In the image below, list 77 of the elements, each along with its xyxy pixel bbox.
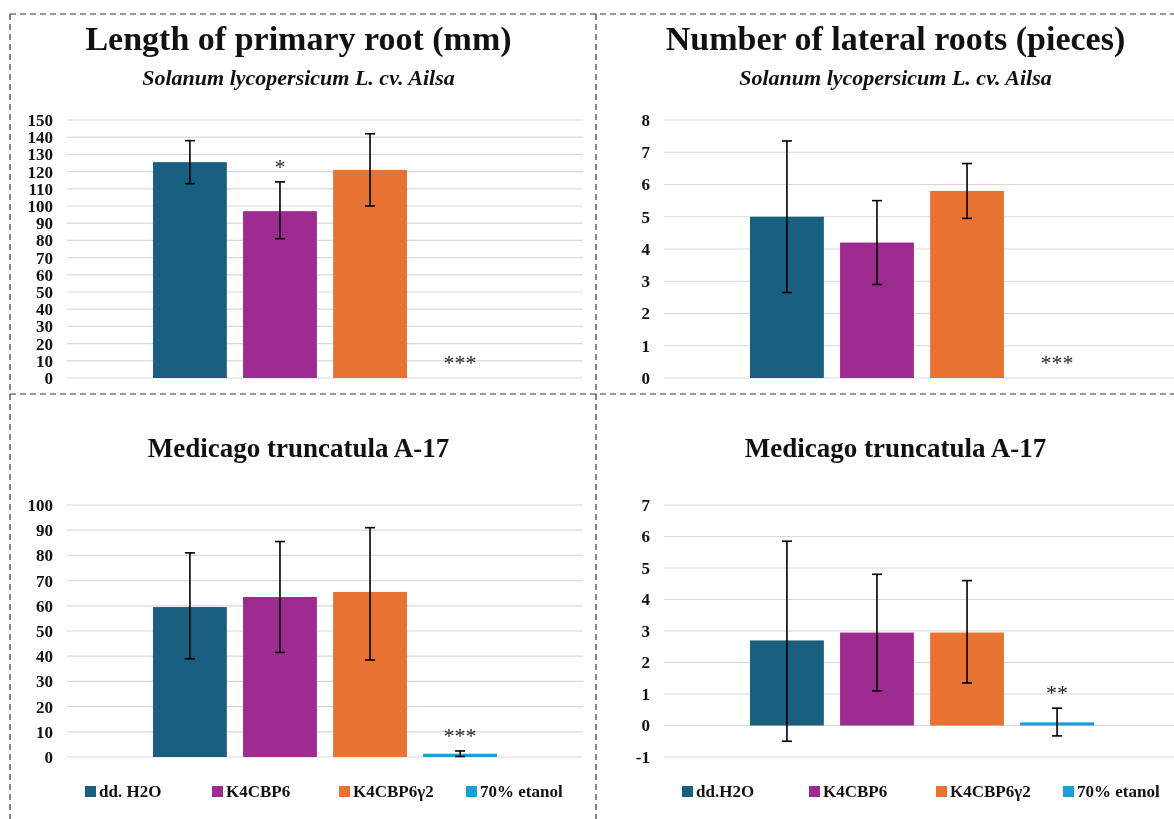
- bar: [840, 632, 914, 726]
- y-tick-label: 2: [641, 304, 650, 324]
- legend-label: 70% etanol: [480, 782, 563, 801]
- bar: [840, 242, 914, 378]
- bar: [930, 632, 1004, 726]
- bar: [153, 607, 227, 757]
- y-tick-label: 70: [36, 571, 53, 591]
- y-tick-label: 0: [641, 368, 650, 388]
- y-tick-label: 130: [27, 145, 53, 165]
- y-tick-label: 10: [36, 351, 53, 371]
- y-tick-label: 0: [641, 716, 650, 736]
- y-tick-label: 6: [641, 175, 650, 195]
- chart-subtitle: Solanum lycopersicum L. cv. Ailsa: [142, 65, 455, 90]
- y-tick-label: 2: [641, 653, 650, 673]
- y-tick-label: 150: [27, 110, 53, 130]
- y-tick-label: 60: [36, 265, 53, 285]
- y-tick-label: 80: [36, 231, 53, 251]
- y-tick-label: 1: [641, 336, 650, 356]
- y-tick-label: 0: [44, 747, 53, 767]
- legend-label: 70% etanol: [1077, 782, 1160, 801]
- annotation: ***: [443, 350, 477, 375]
- legend-label: K4CBP6: [823, 782, 888, 801]
- bar: [243, 596, 317, 757]
- y-tick-label: 4: [641, 590, 651, 610]
- y-tick-label: 40: [36, 647, 53, 667]
- bar: [750, 640, 824, 726]
- chart-title: Medicago truncatula A-17: [744, 433, 1047, 463]
- y-tick-label: 0: [44, 368, 53, 388]
- y-tick-label: 80: [36, 546, 53, 566]
- legend-label: K4CBP6γ2: [950, 782, 1031, 801]
- y-tick-label: 90: [36, 214, 53, 234]
- y-tick-label: 4: [641, 239, 651, 259]
- y-tick-label: 5: [641, 207, 650, 227]
- bar: [153, 162, 227, 378]
- legend-label: dd. H2O: [99, 782, 162, 801]
- y-tick-label: -1: [635, 747, 650, 767]
- y-tick-label: 3: [641, 621, 650, 641]
- y-tick-label: 90: [36, 521, 53, 541]
- annotation: ***: [443, 722, 477, 748]
- y-tick-label: 3: [641, 272, 650, 292]
- y-tick-label: 20: [36, 334, 53, 354]
- y-tick-label: 5: [641, 558, 650, 578]
- y-tick-label: 10: [36, 722, 53, 742]
- y-tick-label: 110: [28, 179, 53, 199]
- y-tick-label: 40: [36, 300, 53, 320]
- y-tick-label: 120: [27, 162, 53, 182]
- bar: [930, 190, 1004, 378]
- y-tick-label: 100: [27, 196, 53, 216]
- bar: [333, 169, 407, 378]
- annotation: *: [274, 153, 286, 179]
- bar: [1020, 722, 1094, 726]
- legend-label: K4CBP6γ2: [353, 782, 434, 801]
- y-tick-label: 7: [641, 143, 651, 163]
- bar: [750, 216, 824, 378]
- y-tick-label: 7: [641, 495, 651, 515]
- y-tick-label: 8: [641, 110, 650, 130]
- chart-subtitle: Solanum lycopersicum L. cv. Ailsa: [739, 65, 1052, 90]
- bar: [243, 211, 317, 378]
- legend-label: K4CBP6: [226, 782, 291, 801]
- y-tick-label: 100: [27, 495, 53, 515]
- y-tick-label: 60: [36, 596, 53, 616]
- y-tick-label: 1: [641, 684, 650, 704]
- y-tick-label: 140: [27, 128, 53, 148]
- y-tick-label: 50: [36, 621, 53, 641]
- annotation: ***: [1040, 350, 1074, 375]
- annotation: **: [1046, 680, 1069, 706]
- y-tick-label: 50: [36, 282, 53, 302]
- y-tick-label: 20: [36, 697, 53, 717]
- y-tick-label: 30: [36, 317, 53, 337]
- y-tick-label: 6: [641, 527, 650, 547]
- legend-label: dd.H2O: [696, 782, 755, 801]
- y-tick-label: 70: [36, 248, 53, 268]
- chart-title: Length of primary root (mm): [85, 20, 512, 58]
- chart-title: Medicago truncatula A-17: [147, 433, 450, 463]
- y-tick-label: 30: [36, 672, 53, 692]
- bar: [333, 591, 407, 757]
- chart-title: Number of lateral roots (pieces): [665, 20, 1126, 58]
